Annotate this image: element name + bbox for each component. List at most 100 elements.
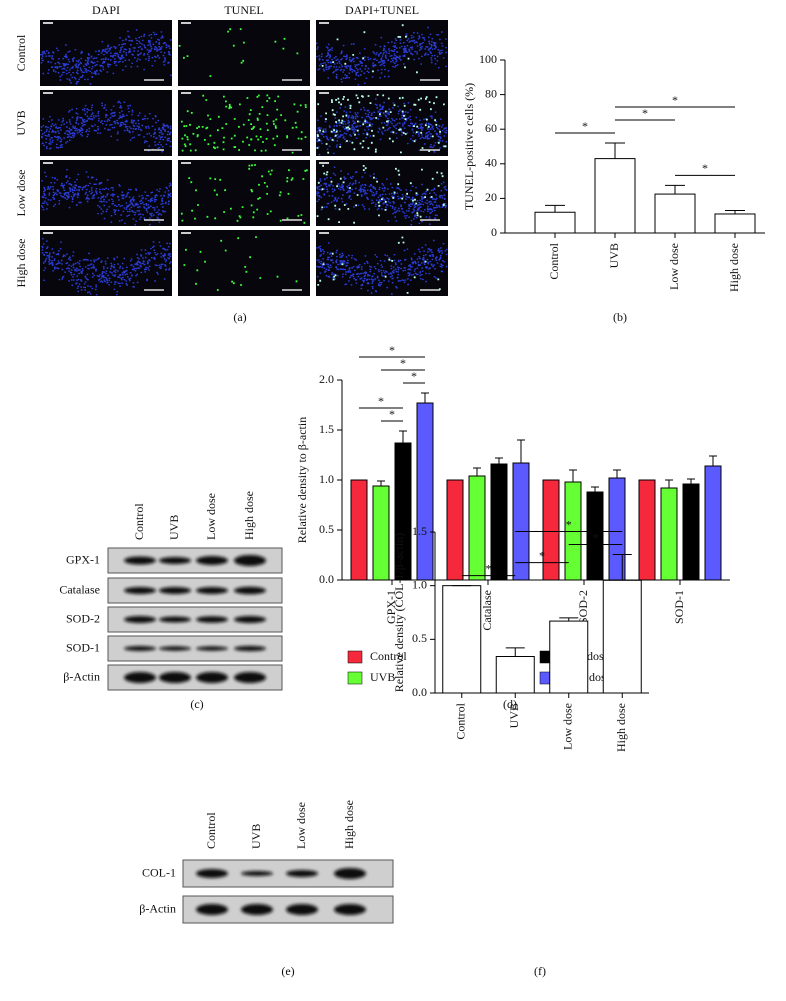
row-label: SOD-1 — [66, 640, 100, 654]
y-tick-label: 100 — [479, 52, 497, 66]
micrograph — [178, 20, 310, 86]
y-tick-label: 0.0 — [412, 685, 427, 699]
bar — [350, 479, 368, 581]
blot-band — [234, 645, 266, 652]
row-label: Low dose — [14, 170, 28, 217]
significance-label: * — [389, 407, 395, 421]
bar — [542, 479, 560, 581]
panel-label: (f) — [534, 964, 546, 978]
blot-band — [286, 870, 318, 877]
x-tick-label: Control — [454, 702, 468, 739]
y-axis-label: Relative density to β-actin — [295, 417, 309, 543]
blot-band — [124, 556, 156, 565]
error-bar — [505, 647, 525, 657]
error-bar — [421, 392, 429, 403]
scale-mark — [43, 162, 53, 164]
error-bar — [559, 617, 579, 622]
legend-swatch — [347, 671, 363, 685]
x-tick-label: Control — [547, 242, 561, 279]
blot-band — [196, 556, 228, 565]
scale-mark — [181, 232, 191, 234]
bar — [490, 463, 508, 581]
bar — [372, 485, 390, 581]
significance-label: * — [566, 517, 572, 531]
y-tick-label: 1.0 — [412, 577, 427, 591]
x-tick-label: Catalase — [480, 590, 494, 631]
scale-mark — [319, 22, 329, 24]
blot-band — [286, 904, 318, 915]
row-label: GPX-1 — [66, 552, 100, 566]
scale-mark — [43, 232, 53, 234]
dapi-stain — [316, 26, 447, 86]
bar — [660, 487, 678, 581]
error-bar — [687, 478, 695, 484]
error-bar — [665, 479, 673, 488]
micrograph — [40, 90, 172, 156]
lane-label: Control — [204, 812, 218, 849]
blot-band — [196, 616, 228, 623]
blot-band — [124, 616, 156, 623]
lane-label: Control — [132, 503, 146, 540]
dapi-stain — [41, 169, 172, 226]
error-bar — [605, 142, 625, 159]
blot-band — [196, 869, 228, 878]
dapi-stain — [316, 239, 448, 295]
bar — [654, 193, 696, 234]
blot-band — [124, 646, 156, 651]
error-bar — [377, 480, 385, 486]
dapi-stain — [40, 100, 172, 153]
bar — [682, 483, 700, 581]
dapi-stain — [40, 29, 172, 85]
scale-mark — [319, 92, 329, 94]
y-tick-label: 0 — [491, 225, 497, 239]
dapi-stain — [316, 98, 448, 156]
bar — [416, 402, 434, 581]
scale-mark — [181, 162, 191, 164]
blot-band — [159, 672, 191, 683]
x-tick-label: UVB — [507, 703, 521, 728]
panel-label: (c) — [190, 697, 203, 711]
y-tick-label: 1.5 — [319, 422, 334, 436]
error-bar — [495, 457, 503, 464]
micrograph — [178, 90, 310, 156]
bar — [442, 585, 482, 694]
dapi-stain — [316, 166, 448, 226]
micrograph — [316, 160, 448, 226]
blot-band — [234, 672, 266, 683]
significance-label: * — [672, 93, 678, 107]
legend-label: Control — [370, 649, 407, 663]
lane-label: UVB — [249, 824, 263, 849]
tunel-stain — [316, 164, 445, 224]
blot-band — [234, 616, 266, 623]
error-bar — [591, 486, 599, 492]
micrograph — [316, 230, 448, 296]
x-tick-label: GPX-1 — [384, 590, 398, 624]
bar — [594, 158, 636, 234]
scale-mark — [319, 232, 329, 234]
micrograph — [178, 230, 310, 296]
bar — [549, 620, 589, 694]
row-label: Control — [14, 34, 28, 71]
bar — [602, 579, 642, 694]
error-bar — [517, 439, 525, 463]
error-bar — [545, 204, 565, 213]
bar — [495, 656, 535, 694]
micrograph — [40, 230, 172, 296]
legend-swatch — [347, 650, 363, 664]
scale-mark — [43, 22, 53, 24]
blot-band — [334, 904, 366, 915]
x-tick-label: High dose — [614, 703, 628, 752]
error-bar — [725, 210, 745, 214]
bar — [704, 465, 722, 581]
y-tick-label: 40 — [485, 156, 497, 170]
x-tick-label: Low dose — [561, 703, 575, 750]
row-label: High dose — [14, 239, 28, 288]
panel-label: (e) — [281, 964, 294, 978]
significance-label: * — [378, 394, 384, 408]
row-label: SOD-2 — [66, 611, 100, 625]
scale-mark — [319, 162, 329, 164]
scale-mark — [181, 22, 191, 24]
x-tick-label: SOD-2 — [576, 590, 590, 624]
y-tick-label: 2.0 — [319, 372, 334, 386]
x-tick-label: SOD-1 — [672, 590, 686, 624]
